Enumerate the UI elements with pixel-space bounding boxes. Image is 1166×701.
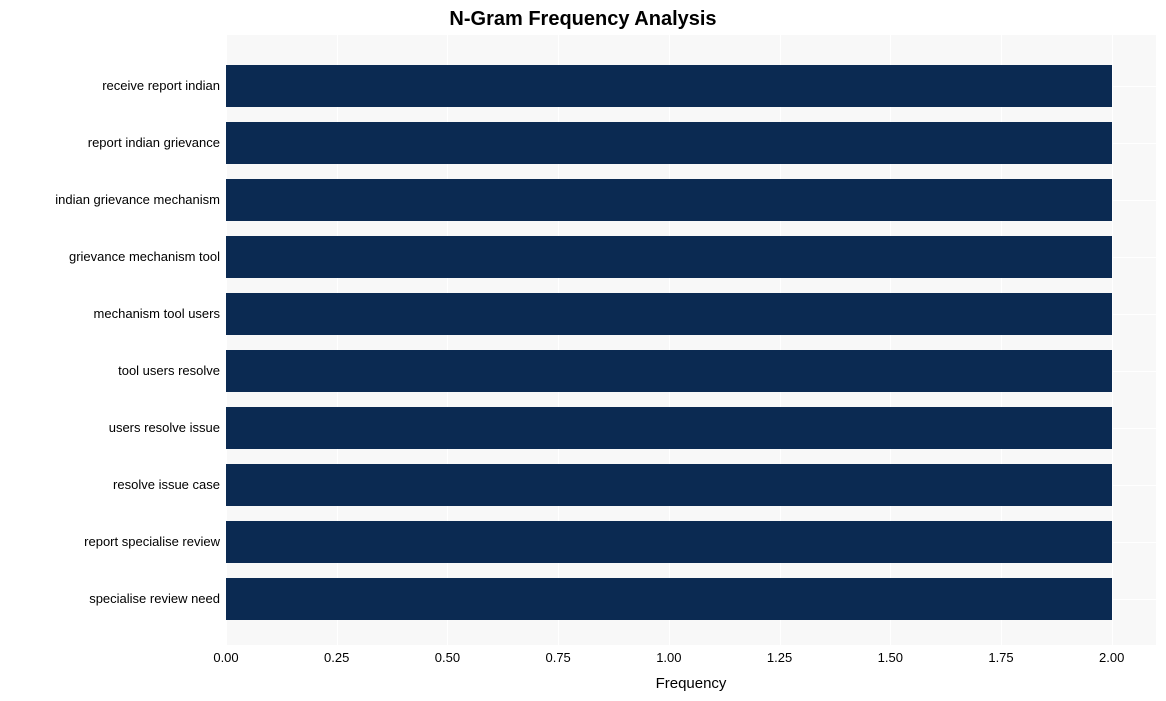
x-tick-label: 0.25 — [324, 650, 349, 665]
y-tick-label: receive report indian — [0, 65, 220, 107]
bar — [226, 464, 1112, 506]
y-tick-label: indian grievance mechanism — [0, 179, 220, 221]
y-tick-label: resolve issue case — [0, 464, 220, 506]
y-tick-label: users resolve issue — [0, 407, 220, 449]
x-tick-label: 1.75 — [988, 650, 1013, 665]
x-tick-label: 0.75 — [545, 650, 570, 665]
chart-title: N-Gram Frequency Analysis — [0, 8, 1166, 31]
bar — [226, 236, 1112, 278]
x-tick-label: 1.00 — [656, 650, 681, 665]
bar — [226, 350, 1112, 392]
bar — [226, 122, 1112, 164]
y-tick-label: mechanism tool users — [0, 293, 220, 335]
y-tick-label: tool users resolve — [0, 350, 220, 392]
gridline-vertical — [1112, 35, 1113, 645]
bar — [226, 293, 1112, 335]
plot-area — [226, 35, 1156, 645]
x-tick-label: 0.50 — [435, 650, 460, 665]
x-tick-label: 1.25 — [767, 650, 792, 665]
x-tick-label: 2.00 — [1099, 650, 1124, 665]
x-tick-label: 1.50 — [878, 650, 903, 665]
bar — [226, 578, 1112, 620]
x-axis-label: Frequency — [226, 675, 1156, 692]
y-tick-label: report indian grievance — [0, 122, 220, 164]
bar — [226, 179, 1112, 221]
bar — [226, 407, 1112, 449]
bar — [226, 65, 1112, 107]
x-tick-label: 0.00 — [213, 650, 238, 665]
bar — [226, 521, 1112, 563]
y-tick-label: specialise review need — [0, 578, 220, 620]
y-tick-label: grievance mechanism tool — [0, 236, 220, 278]
y-tick-label: report specialise review — [0, 521, 220, 563]
